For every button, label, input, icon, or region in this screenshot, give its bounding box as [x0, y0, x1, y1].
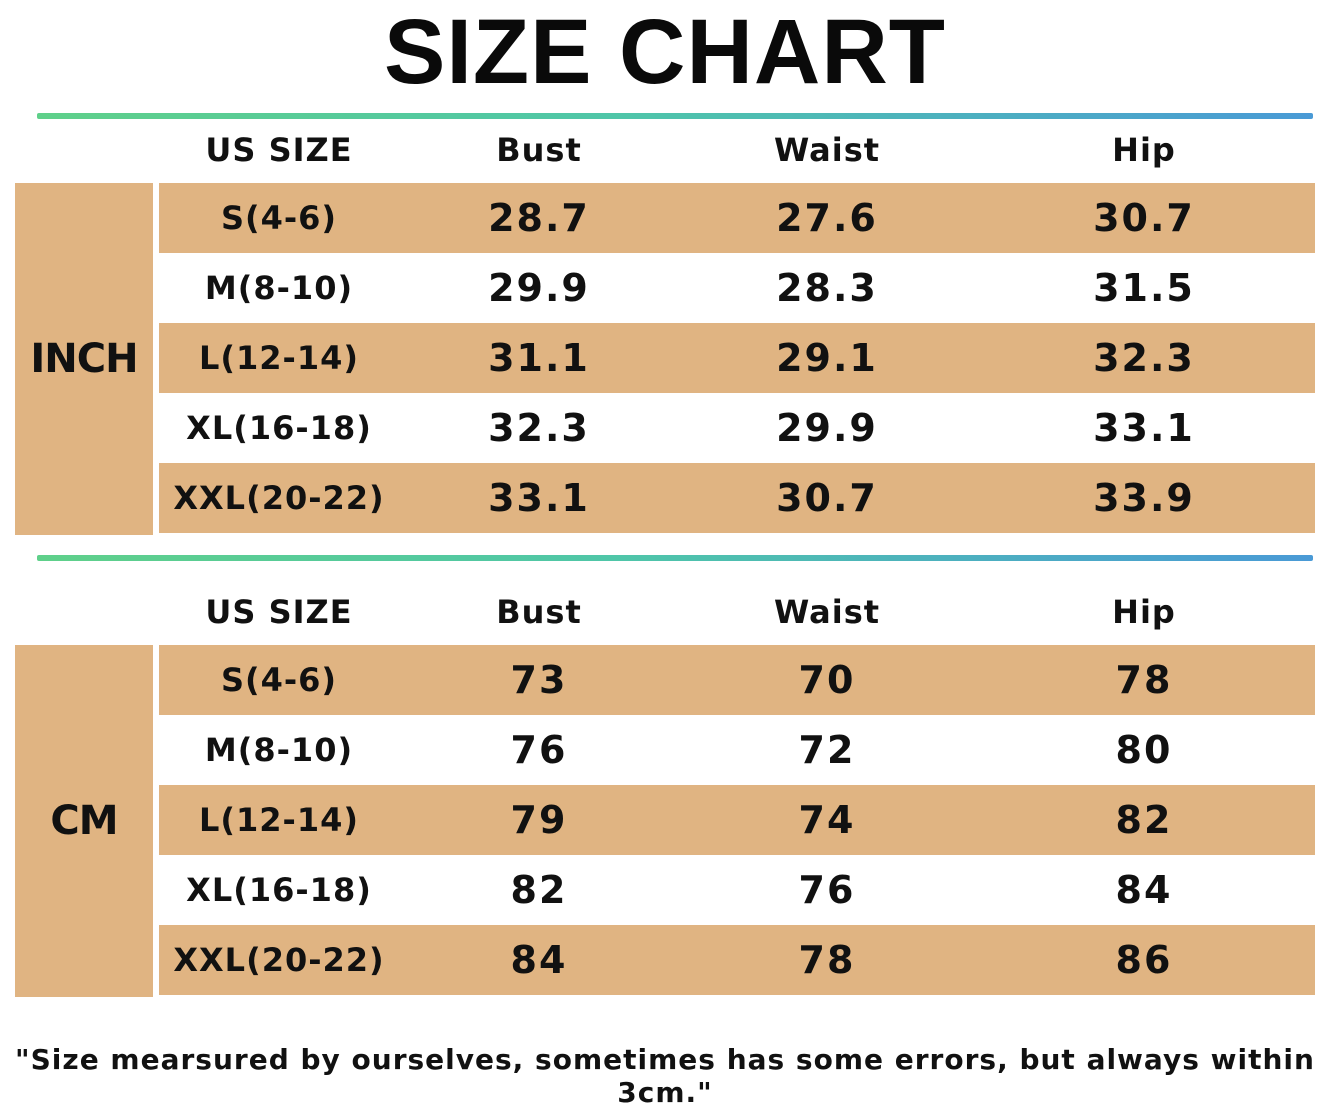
hip-cell: 31.5	[1093, 266, 1195, 310]
size-cell: M(8-10)	[204, 269, 354, 307]
hip-cell: 78	[1115, 658, 1173, 702]
bust-cell: 29.9	[488, 266, 590, 310]
measurement-note: "Size mearsured by ourselves, sometimes …	[15, 1043, 1315, 1109]
header-hip: Hip	[1112, 131, 1176, 169]
bust-cell: 79	[510, 798, 568, 842]
header-bust: Bust	[496, 593, 582, 631]
bust-cell: 28.7	[488, 196, 590, 240]
bust-cell: 82	[510, 868, 568, 912]
bust-cell: 33.1	[488, 476, 590, 520]
waist-cell: 74	[798, 798, 856, 842]
hip-cell: 80	[1115, 728, 1173, 772]
table-row: XL(16-18) 82 76 84	[159, 855, 1315, 925]
waist-cell: 70	[798, 658, 856, 702]
cm-header-row: US SIZE Bust Waist Hip	[0, 579, 1330, 645]
hip-cell: 30.7	[1093, 196, 1195, 240]
size-cell: S(4-6)	[220, 661, 338, 699]
waist-cell: 28.3	[776, 266, 878, 310]
inch-header-row: US SIZE Bust Waist Hip	[0, 117, 1330, 183]
table-row: XL(16-18) 32.3 29.9 33.1	[159, 393, 1315, 463]
middle-divider	[37, 555, 1313, 561]
table-row: XXL(20-22) 84 78 86	[159, 925, 1315, 995]
bust-cell: 31.1	[488, 336, 590, 380]
hip-cell: 84	[1115, 868, 1173, 912]
waist-cell: 29.1	[776, 336, 878, 380]
waist-cell: 27.6	[776, 196, 878, 240]
table-row: S(4-6) 73 70 78	[159, 645, 1315, 715]
top-divider	[37, 113, 1313, 119]
page-title: SIZE CHART	[384, 1, 946, 103]
hip-cell: 82	[1115, 798, 1173, 842]
waist-cell: 72	[798, 728, 856, 772]
bust-cell: 84	[510, 938, 568, 982]
size-cell: XXL(20-22)	[173, 479, 385, 517]
table-row: XXL(20-22) 33.1 30.7 33.9	[159, 463, 1315, 533]
bust-cell: 73	[510, 658, 568, 702]
table-row: L(12-14) 79 74 82	[159, 785, 1315, 855]
header-waist: Waist	[773, 131, 881, 169]
size-cell: S(4-6)	[220, 199, 338, 237]
size-cell: XL(16-18)	[186, 871, 372, 909]
waist-cell: 30.7	[776, 476, 878, 520]
table-row: S(4-6) 28.7 27.6 30.7	[159, 183, 1315, 253]
hip-cell: 32.3	[1093, 336, 1195, 380]
size-cell: M(8-10)	[204, 731, 354, 769]
bust-cell: 76	[510, 728, 568, 772]
waist-cell: 78	[798, 938, 856, 982]
size-cell: L(12-14)	[199, 339, 359, 377]
header-hip: Hip	[1112, 593, 1176, 631]
bust-cell: 32.3	[488, 406, 590, 450]
hip-cell: 33.9	[1093, 476, 1195, 520]
waist-cell: 29.9	[776, 406, 878, 450]
table-row: M(8-10) 29.9 28.3 31.5	[159, 253, 1315, 323]
size-cell: XXL(20-22)	[173, 941, 385, 979]
hip-cell: 33.1	[1093, 406, 1195, 450]
unit-label-inch: INCH	[15, 183, 153, 535]
unit-label-cm: CM	[15, 645, 153, 997]
hip-cell: 86	[1115, 938, 1173, 982]
header-waist: Waist	[773, 593, 881, 631]
header-us-size: US SIZE	[205, 131, 353, 169]
header-bust: Bust	[496, 131, 582, 169]
size-cell: XL(16-18)	[186, 409, 372, 447]
table-row: M(8-10) 76 72 80	[159, 715, 1315, 785]
waist-cell: 76	[798, 868, 856, 912]
size-cell: L(12-14)	[199, 801, 359, 839]
header-us-size: US SIZE	[205, 593, 353, 631]
table-row: L(12-14) 31.1 29.1 32.3	[159, 323, 1315, 393]
